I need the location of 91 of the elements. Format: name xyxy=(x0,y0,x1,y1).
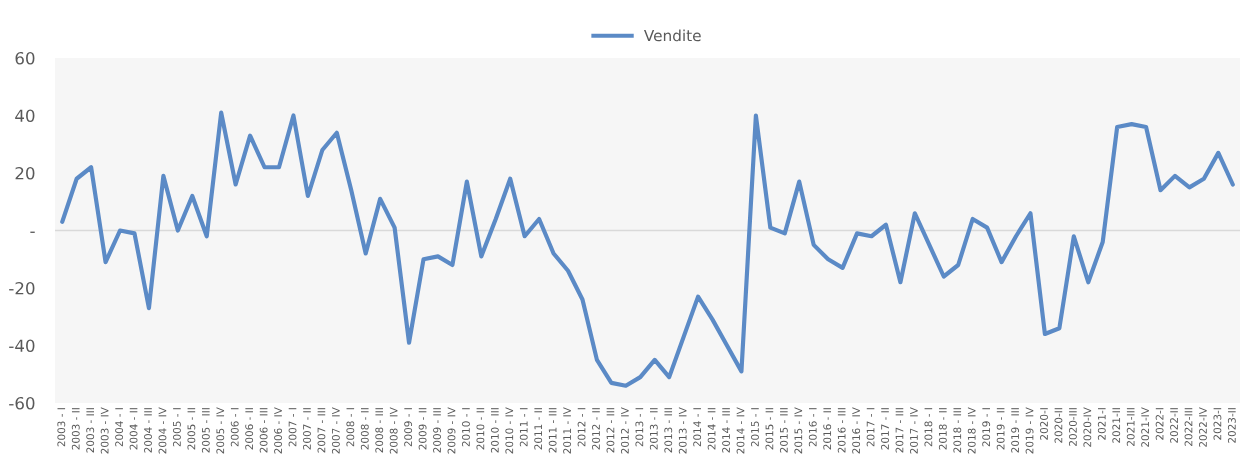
x-tick-label: 2012 - II xyxy=(592,408,600,450)
y-tick-label: -20 xyxy=(9,281,35,295)
x-tick-label: 2006 - IV xyxy=(274,407,283,454)
x-tick-label: 2017 - I xyxy=(866,408,875,447)
x-tick-label: 2018 - III xyxy=(953,408,962,453)
x-tick-label: 2022-II xyxy=(1170,408,1178,443)
x-tick-label: 2004 - IV xyxy=(158,407,167,454)
x-tick-label: 2013 - III xyxy=(664,408,673,453)
x-tick-label: 2008 - IV xyxy=(389,407,398,454)
x-tick-label: 2011 - I xyxy=(519,408,528,447)
x-tick-label: 2015 - IV xyxy=(794,407,803,454)
x-tick-label: 2016 - III xyxy=(837,408,846,453)
x-tick-label: 2003 - III xyxy=(86,408,95,453)
x-tick-label: 2023-I xyxy=(1213,408,1222,440)
y-tick-label: 40 xyxy=(15,109,35,123)
x-tick-label: 2010 - III xyxy=(490,408,499,453)
x-tick-label: 2018 - I xyxy=(924,408,933,447)
x-tick-label: 2017 - IV xyxy=(909,407,918,454)
x-tick-label: 2006 - III xyxy=(259,408,268,453)
x-tick-label: 2019 - IV xyxy=(1025,407,1034,454)
x-tick-label: 2015 - II xyxy=(765,408,774,450)
x-tick-label: 2014 - I xyxy=(693,408,702,447)
x-tick-label: 2009 - III xyxy=(433,408,441,453)
x-tick-label: 2005 - II xyxy=(187,408,196,450)
x-tick-label: 2020-II xyxy=(1054,408,1063,443)
y-tick-label: 60 xyxy=(15,51,35,65)
x-tick-label: 2022-III xyxy=(1184,408,1193,446)
x-tick-label: 2012 - I xyxy=(577,408,586,447)
x-tick-label: 2015 - I xyxy=(751,408,759,447)
x-tick-label: 2020-I xyxy=(1040,408,1048,440)
x-tick-label: 2016 - II xyxy=(823,408,832,450)
x-tick-label: 2018 - IV xyxy=(967,407,976,454)
x-tick-label: 2014 - III xyxy=(722,408,730,453)
x-tick-label: 2005 - IV xyxy=(216,407,225,454)
x-tick-label: 2006 - I xyxy=(230,408,239,447)
x-tick-label: 2021-III xyxy=(1126,408,1135,446)
x-tick-label: 2022-I xyxy=(1155,408,1164,440)
x-tick-label: 2003 - I xyxy=(57,408,66,447)
x-tick-label: 2022-IV xyxy=(1199,407,1207,447)
x-tick-label: 2019 - I xyxy=(982,408,991,447)
x-tick-label: 2012 - III xyxy=(606,408,615,453)
x-tick-label: 2013 - II xyxy=(649,408,658,450)
x-tick-label: 2021-II xyxy=(1112,408,1121,443)
x-tick-label: 2012 - IV xyxy=(620,407,629,454)
x-tick-label: 2020-III xyxy=(1068,408,1077,446)
x-tick-label: 2007 - IV xyxy=(331,407,340,454)
y-tick-label: 20 xyxy=(15,166,35,180)
x-tick-label: 2007 - III xyxy=(317,408,326,453)
x-tick-label: 2020-IV xyxy=(1083,407,1092,447)
line-series xyxy=(60,110,1235,388)
x-tick-label: 2014 - IV xyxy=(736,407,745,454)
x-tick-label: 2023-II xyxy=(1227,408,1236,443)
x-tick-label: 2009 - II xyxy=(418,408,427,450)
x-tick-label: 2006 - II xyxy=(245,408,254,450)
x-tick-label: 2016 - I xyxy=(808,408,817,447)
x-tick-label: 2013 - IV xyxy=(678,407,687,454)
x-tick-label: 2005 - III xyxy=(201,408,210,453)
x-tick-label: 2021-I xyxy=(1097,408,1106,440)
legend-label: Vendite xyxy=(643,29,701,42)
x-tick-label: 2011 - II xyxy=(534,408,543,450)
x-tick-label: 2018 - II xyxy=(938,408,947,450)
x-tick-label: 2016 - IV xyxy=(852,407,861,454)
y-tick-label: - xyxy=(30,231,35,233)
x-tick-label: 2015 - III xyxy=(779,408,788,453)
x-tick-label: 2008 - III xyxy=(375,408,384,453)
x-tick-label: 2009 - I xyxy=(404,408,413,447)
x-tick-label: 2009 - IV xyxy=(447,407,456,454)
x-tick-label: 2008 - II xyxy=(360,408,369,450)
x-tick-label: 2021-IV xyxy=(1141,407,1150,447)
x-tick-label: 2004 - I xyxy=(115,408,124,447)
x-tick-label: 2003 - IV xyxy=(100,407,109,454)
y-tick-label: -40 xyxy=(9,339,35,353)
x-tick-label: 2007 - I xyxy=(288,408,297,447)
x-tick-label: 2019 - III xyxy=(1011,408,1020,453)
x-tick-label: 2011 - III xyxy=(548,408,557,453)
x-tick-label: 2017 - II xyxy=(881,408,889,450)
x-tick-label: 2007 - II xyxy=(303,408,311,450)
x-tick-label: 2003 - II xyxy=(71,408,80,450)
x-tick-label: 2005 - I xyxy=(172,408,181,447)
x-tick-label: 2004 - II xyxy=(129,408,138,450)
x-tick-label: 2013 - I xyxy=(635,408,644,447)
x-tick-label: 2010 - II xyxy=(476,408,485,450)
x-tick-label: 2019 - II xyxy=(996,408,1005,450)
y-tick-label: -60 xyxy=(9,396,35,410)
x-tick-label: 2010 - I xyxy=(462,408,470,447)
x-tick-label: 2008 - I xyxy=(346,408,355,447)
x-tick-label: 2010 - IV xyxy=(505,407,514,454)
x-tick-label: 2004 - III xyxy=(144,408,152,453)
x-tick-label: 2014 - II xyxy=(707,408,716,450)
x-tick-label: 2011 - IV xyxy=(563,407,572,454)
x-tick-label: 2017 - III xyxy=(895,408,904,453)
